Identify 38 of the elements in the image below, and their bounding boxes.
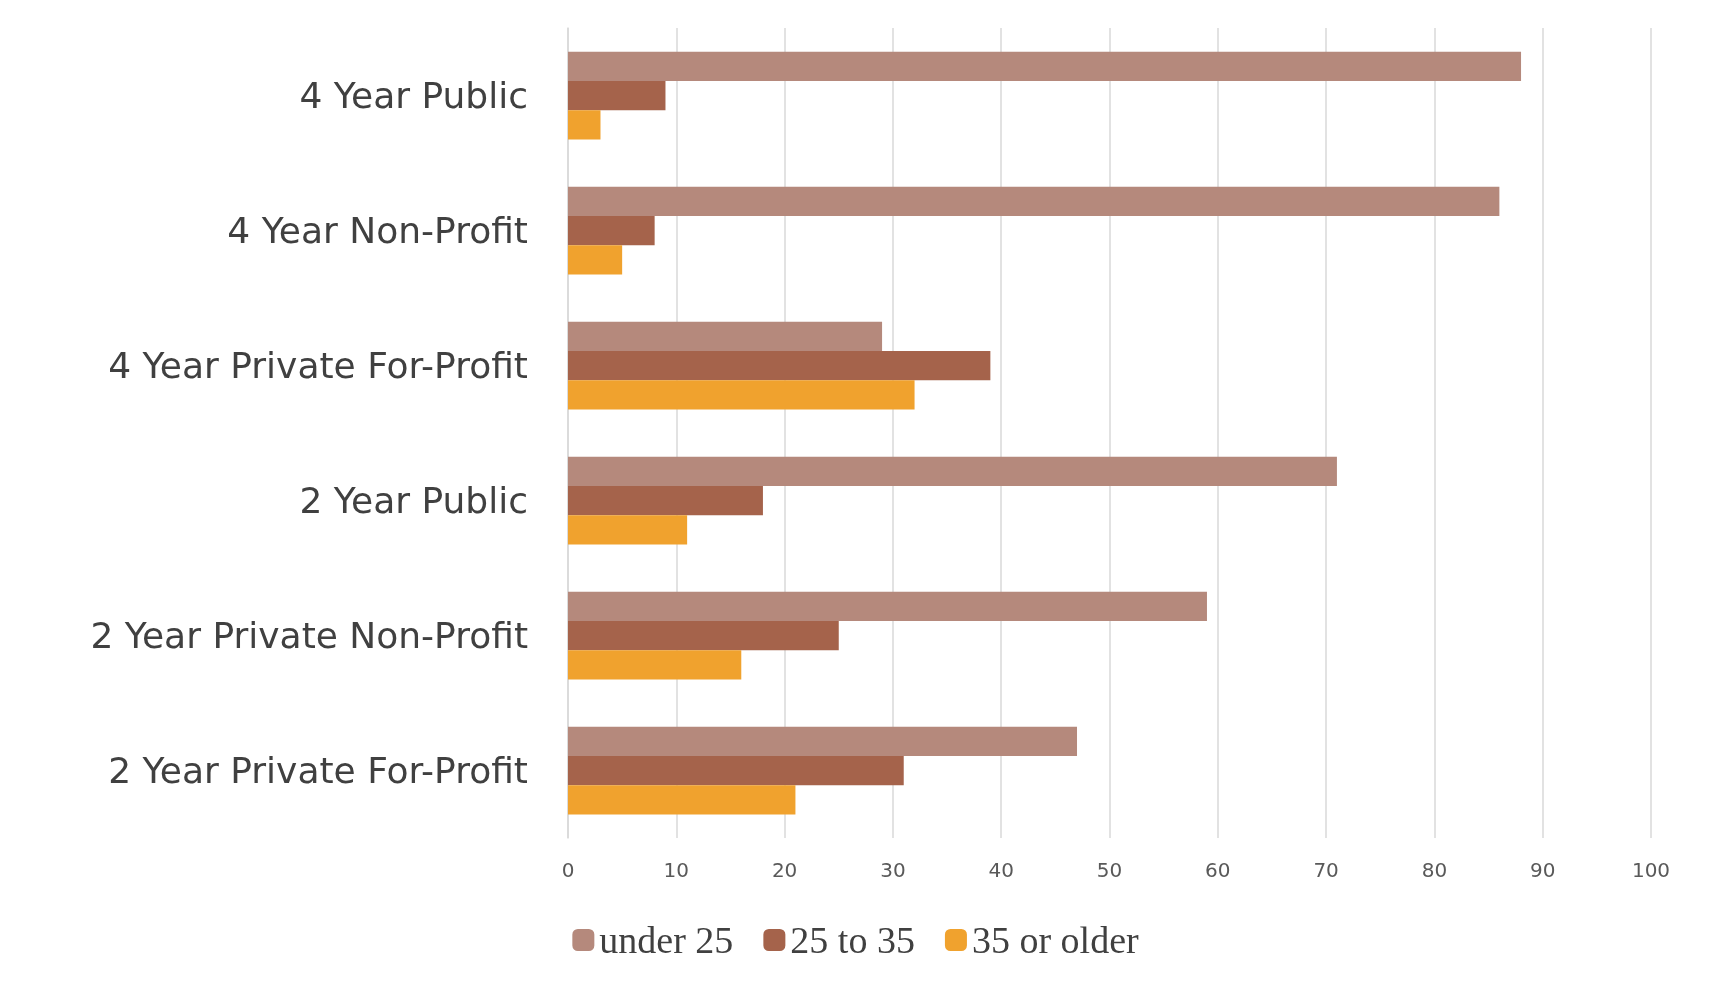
y-tick-label: 4 Year Non-Profit	[227, 210, 528, 251]
bar	[568, 515, 688, 545]
bar	[568, 215, 655, 246]
x-tick-label: 50	[1096, 858, 1123, 882]
y-tick-label: 4 Year Public	[299, 75, 528, 116]
x-tick-label: 90	[1529, 858, 1556, 882]
bar	[568, 650, 742, 680]
x-tick-label: 0	[561, 858, 575, 882]
bar	[568, 456, 1337, 486]
x-tick-label: 10	[663, 858, 690, 882]
bar	[568, 485, 763, 516]
bar	[568, 110, 601, 140]
bar	[568, 245, 623, 275]
x-tick-label: 60	[1205, 858, 1231, 882]
bar	[568, 591, 1207, 621]
legend-label: under 25	[599, 919, 734, 961]
y-tick-label: 2 Year Private For-Profit	[108, 750, 528, 791]
x-tick-label: 80	[1421, 858, 1448, 882]
bar	[568, 755, 904, 786]
bar	[568, 350, 991, 381]
bar	[568, 186, 1500, 216]
bar	[568, 80, 666, 111]
y-tick-label: 2 Year Public	[299, 480, 528, 521]
bar	[568, 51, 1522, 81]
legend-label: 25 to 35	[790, 919, 915, 961]
x-tick-label: 100	[1631, 858, 1671, 882]
x-tick-label: 30	[880, 858, 906, 882]
y-tick-label: 2 Year Private Non-Profit	[90, 615, 528, 656]
x-tick-label: 20	[771, 858, 798, 882]
bar	[568, 620, 839, 651]
legend-label: 35 or older	[971, 919, 1139, 961]
x-tick-label: 40	[988, 858, 1014, 882]
bar	[568, 785, 796, 815]
x-tick-label: 70	[1313, 858, 1339, 882]
bar	[568, 726, 1078, 756]
bar	[568, 380, 915, 410]
y-tick-label: 4 Year Private For-Profit	[108, 345, 528, 386]
bar	[568, 321, 883, 351]
